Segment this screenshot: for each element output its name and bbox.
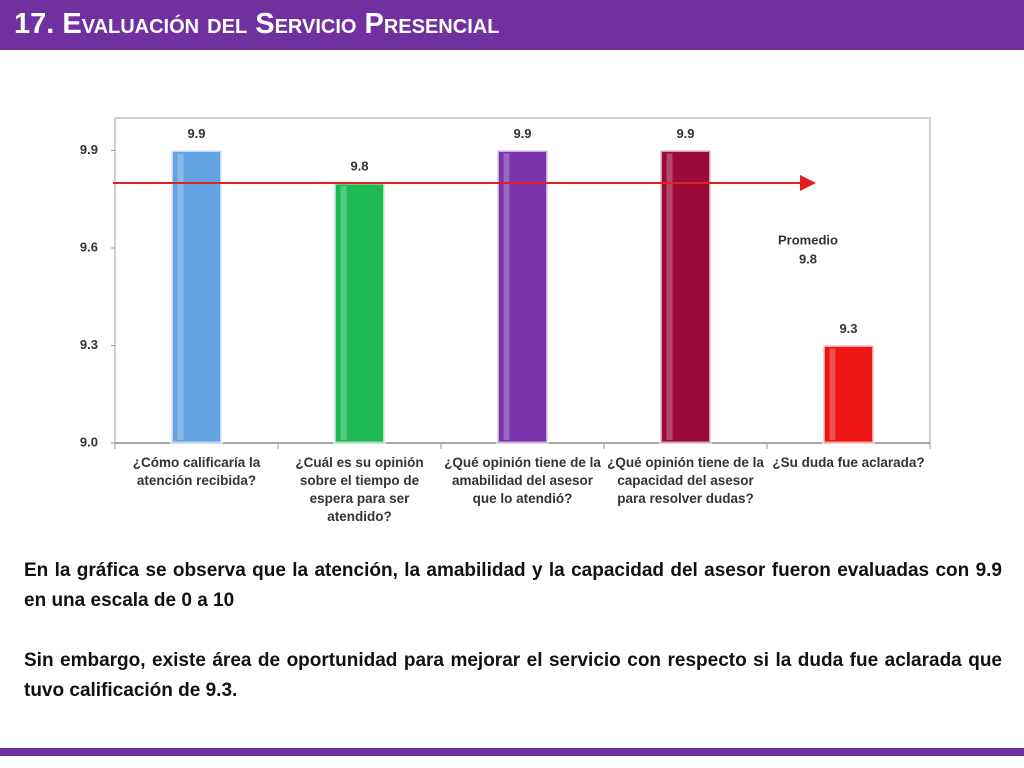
bar bbox=[822, 344, 875, 445]
paragraph: En la gráfica se observa que la atención… bbox=[24, 560, 1002, 611]
x-tick-label: ¿Qué opinión tiene de la amabilidad del … bbox=[444, 455, 601, 506]
bar-highlight bbox=[666, 153, 673, 440]
value-label: 9.9 bbox=[513, 126, 531, 141]
chart: 9.0 9.3 9.6 9.9 9.9 9.8 9.9 9.9 9.3 Promedio 9.8 bbox=[80, 117, 931, 449]
x-tick-label: ¿Cuál es su opinión sobre el tiempo de e… bbox=[295, 455, 424, 524]
x-tick-label: ¿Cómo calificaría la atención recibida? bbox=[132, 455, 261, 488]
bar-highlight bbox=[829, 348, 836, 440]
y-tick-label: 9.9 bbox=[80, 142, 98, 157]
bar-highlight bbox=[177, 153, 184, 440]
bar bbox=[659, 149, 712, 445]
y-tick-label: 9.6 bbox=[80, 239, 98, 254]
header-bar: 17. Evaluación del Servicio Presencial bbox=[0, 0, 1024, 50]
bar-highlight bbox=[340, 186, 347, 440]
footer-bar bbox=[0, 748, 1024, 756]
value-label: 9.8 bbox=[350, 158, 368, 173]
paragraph: Sin embargo, existe área de oportunidad … bbox=[24, 650, 1002, 701]
average-value: 9.8 bbox=[799, 251, 817, 266]
value-label: 9.9 bbox=[187, 126, 205, 141]
bar bbox=[496, 149, 549, 445]
y-tick-label: 9.0 bbox=[80, 434, 98, 449]
value-label: 9.9 bbox=[676, 126, 694, 141]
value-label: 9.3 bbox=[839, 321, 857, 336]
average-label: Promedio bbox=[778, 232, 838, 247]
bar-highlight bbox=[503, 153, 510, 440]
y-tick-label: 9.3 bbox=[80, 337, 98, 352]
x-tick-label: ¿Su duda fue aclarada? bbox=[772, 455, 925, 470]
x-tick-label: ¿Qué opinión tiene de la capacidad del a… bbox=[607, 455, 764, 506]
bar bbox=[333, 181, 386, 445]
slide-title: 17. Evaluación del Servicio Presencial bbox=[14, 8, 500, 40]
bar bbox=[170, 149, 223, 445]
